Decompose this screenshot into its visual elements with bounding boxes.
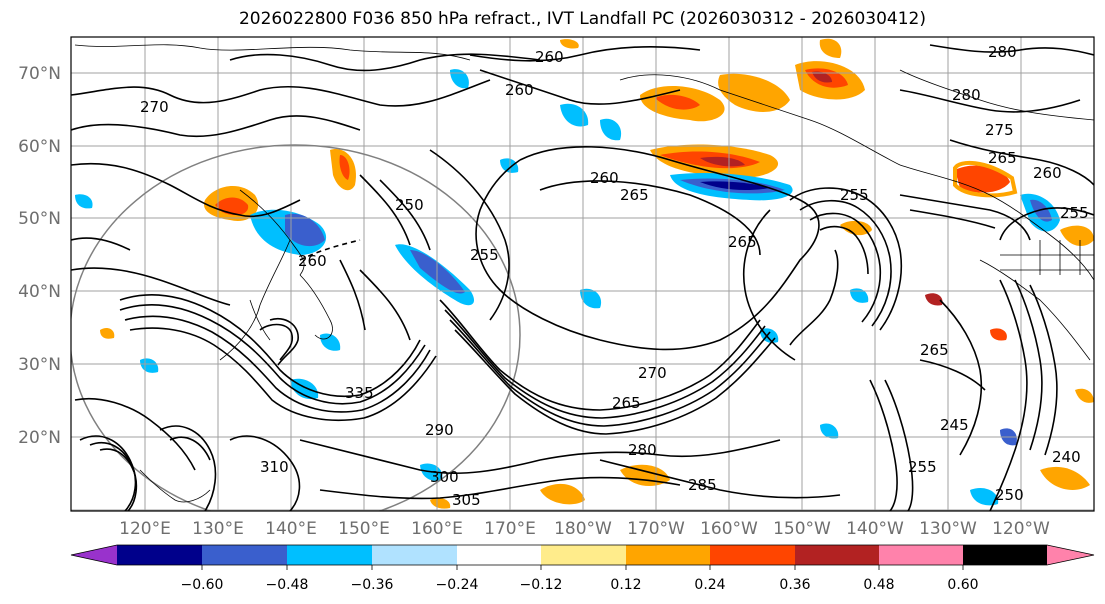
colorbar-segment xyxy=(710,545,795,565)
colorbar-segment xyxy=(372,545,457,565)
longitude-labels: 120°E 130°E 140°E 150°E 160°E 170°E 180°… xyxy=(119,519,1050,539)
contour-labels: 260 280 270 260 280 275 260 255 265 260 … xyxy=(140,43,1089,509)
contour-label: 310 xyxy=(260,458,289,476)
colorbar-tick-label: −0.36 xyxy=(351,577,394,593)
lon-label: 140°W xyxy=(846,519,904,539)
contour-label: 335 xyxy=(345,384,374,402)
contour-label: 260 xyxy=(590,169,619,187)
contour-label: 265 xyxy=(620,186,649,204)
contour-label: 240 xyxy=(1052,448,1081,466)
lon-label: 160°W xyxy=(700,519,758,539)
colorbar-segment xyxy=(879,545,963,565)
colorbar-tick-label: −0.60 xyxy=(181,577,224,593)
colorbar-segment xyxy=(117,545,202,565)
contour-label: 290 xyxy=(425,421,454,439)
colorbar-segment xyxy=(795,545,879,565)
lon-label: 120°W xyxy=(992,519,1050,539)
graticule xyxy=(71,37,1094,511)
contour-label: 255 xyxy=(1060,204,1089,222)
colorbar-segment xyxy=(626,545,710,565)
lon-label: 120°E xyxy=(119,519,171,539)
dashed-contour xyxy=(299,239,361,261)
contour-label: 260 xyxy=(505,81,534,99)
contour-label: 280 xyxy=(952,86,981,104)
lon-label: 140°E xyxy=(265,519,317,539)
contour-label: 285 xyxy=(688,476,717,494)
range-ring xyxy=(71,144,521,511)
coastlines xyxy=(74,44,1094,503)
contour-label: 300 xyxy=(430,468,459,486)
lat-label: 20°N xyxy=(18,428,61,448)
contour-label: 260 xyxy=(298,252,327,270)
colorbar-tick-label: −0.24 xyxy=(436,577,479,593)
colorbar-tick-marks xyxy=(201,565,964,570)
contour-label: 255 xyxy=(908,458,937,476)
colorbar-tick-label: −0.12 xyxy=(520,577,563,593)
colorbar-tick-label: −0.48 xyxy=(266,577,309,593)
colorbar-tick-label: 0.48 xyxy=(863,577,894,593)
lon-label: 180°W xyxy=(554,519,612,539)
colorbar: −0.60 −0.48 −0.36 −0.24 −0.12 0.12 0.24 … xyxy=(70,544,1095,593)
contour-label: 245 xyxy=(940,416,969,434)
contour-label: 265 xyxy=(920,341,949,359)
lat-label: 50°N xyxy=(18,209,61,229)
colorbar-segment xyxy=(457,545,541,565)
lon-label: 170°W xyxy=(627,519,685,539)
lat-label: 60°N xyxy=(18,137,61,157)
lon-label: 170°E xyxy=(484,519,536,539)
contour-label: 280 xyxy=(988,43,1017,61)
colorbar-extend-max xyxy=(1047,545,1094,565)
lat-label: 40°N xyxy=(18,282,61,302)
colorbar-tick-label: 0.12 xyxy=(610,577,641,593)
lon-label: 160°E xyxy=(411,519,463,539)
contour-label: 260 xyxy=(535,48,564,66)
colorbar-tick-label: 0.60 xyxy=(947,577,978,593)
lat-label: 70°N xyxy=(18,64,61,84)
lon-label: 130°W xyxy=(919,519,977,539)
contour-label: 265 xyxy=(728,233,757,251)
colorbar-tick-label: 0.24 xyxy=(694,577,725,593)
lon-label: 130°E xyxy=(192,519,244,539)
map-frame xyxy=(70,36,1095,512)
contour-label: 280 xyxy=(628,441,657,459)
contour-label: 270 xyxy=(140,98,169,116)
latitude-labels: 70°N 60°N 50°N 40°N 30°N 20°N xyxy=(18,64,61,448)
contour-label: 260 xyxy=(1033,164,1062,182)
lat-label: 30°N xyxy=(18,355,61,375)
contour-label: 250 xyxy=(395,196,424,214)
colorbar-outline xyxy=(70,544,1095,566)
colorbar-segment xyxy=(202,545,287,565)
contour-label: 275 xyxy=(985,121,1014,139)
plot-title: 2026022800 F036 850 hPa refract., IVT La… xyxy=(238,9,926,29)
contour-label: 255 xyxy=(840,186,869,204)
contour-label: 265 xyxy=(612,394,641,412)
contour-lines xyxy=(71,44,1094,511)
colorbar-tick-label: 0.36 xyxy=(779,577,810,593)
colorbar-extend-min xyxy=(71,545,117,565)
lon-label: 150°W xyxy=(773,519,831,539)
contour-label: 265 xyxy=(988,149,1017,167)
contour-label: 255 xyxy=(470,246,499,264)
colorbar-segment xyxy=(287,545,372,565)
contour-label: 305 xyxy=(452,491,481,509)
colorbar-segment xyxy=(541,545,626,565)
colorbar-segment xyxy=(963,545,1047,565)
contour-label: 270 xyxy=(638,364,667,382)
contour-label: 250 xyxy=(995,486,1024,504)
lon-label: 150°E xyxy=(338,519,390,539)
